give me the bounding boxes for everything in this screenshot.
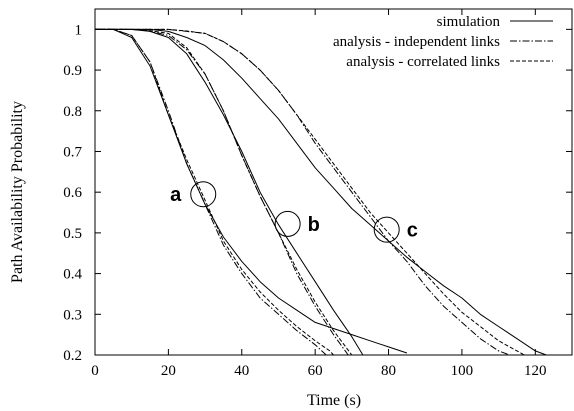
series-line-b-solid [95,29,363,355]
legend-label-solid: simulation [437,14,501,30]
series-line-b-dashed [95,29,352,355]
y-tick-label: 0.5 [63,226,82,242]
legend-label-dashed: analysis - correlated links [346,54,500,70]
x-tick-label: 0 [91,363,99,379]
y-tick-label: 0.8 [63,104,82,120]
annotation-label-a: a [170,184,182,206]
series-layer [95,29,546,355]
x-tick-label: 80 [381,363,396,379]
annotation-label-b: b [308,214,320,236]
x-axis-label: Time (s) [307,392,361,409]
y-axis-label: Path Availability Probability [9,101,26,283]
annotation-label-c: c [407,220,418,242]
annotation-circle-b [275,211,300,236]
x-tick-label: 40 [234,363,249,379]
series-line-c-dashed [95,29,524,355]
y-tick-label: 0.2 [63,348,82,364]
y-tick-label: 1 [75,22,83,38]
series-line-a-solid [95,29,407,353]
series-line-c-solid [95,29,546,355]
y-tick-label: 0.7 [63,144,82,160]
y-tick-label: 0.6 [63,185,82,201]
x-tick-label: 120 [524,363,547,379]
y-tick-label: 0.4 [63,267,82,283]
plot-frame [95,9,572,355]
annotations: a b c [170,182,418,242]
x-tick-label: 60 [308,363,323,379]
y-tick-label: 0.9 [63,63,82,79]
series-line-c-dashdot [95,29,510,355]
annotation-circle-a [191,182,216,207]
y-tick-label: 0.3 [63,307,82,323]
series-line-a-dashed [95,29,334,355]
x-tick-label: 20 [161,363,176,379]
x-tick-label: 100 [451,363,474,379]
series-line-b-dashdot [95,29,348,355]
legend: simulation analysis - independent links an… [333,14,553,70]
legend-label-dashdot: analysis - independent links [333,34,500,50]
